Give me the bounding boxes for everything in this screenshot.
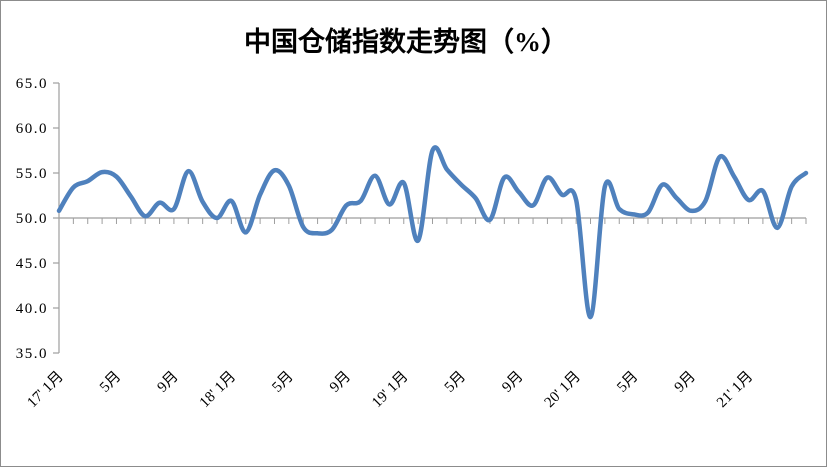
y-axis-label: 65.0 <box>16 76 48 92</box>
chart-title: 中国仓储指数走势图（%） <box>244 27 568 57</box>
y-axis-label: 35.0 <box>16 346 48 362</box>
y-axis-label: 45.0 <box>16 256 48 272</box>
y-axis-label: 40.0 <box>16 301 48 317</box>
index-line-series <box>56 145 809 320</box>
y-axis-label: 60.0 <box>16 121 48 137</box>
y-axis-label: 55.0 <box>16 166 48 182</box>
y-axis-label: 50.0 <box>16 211 48 227</box>
